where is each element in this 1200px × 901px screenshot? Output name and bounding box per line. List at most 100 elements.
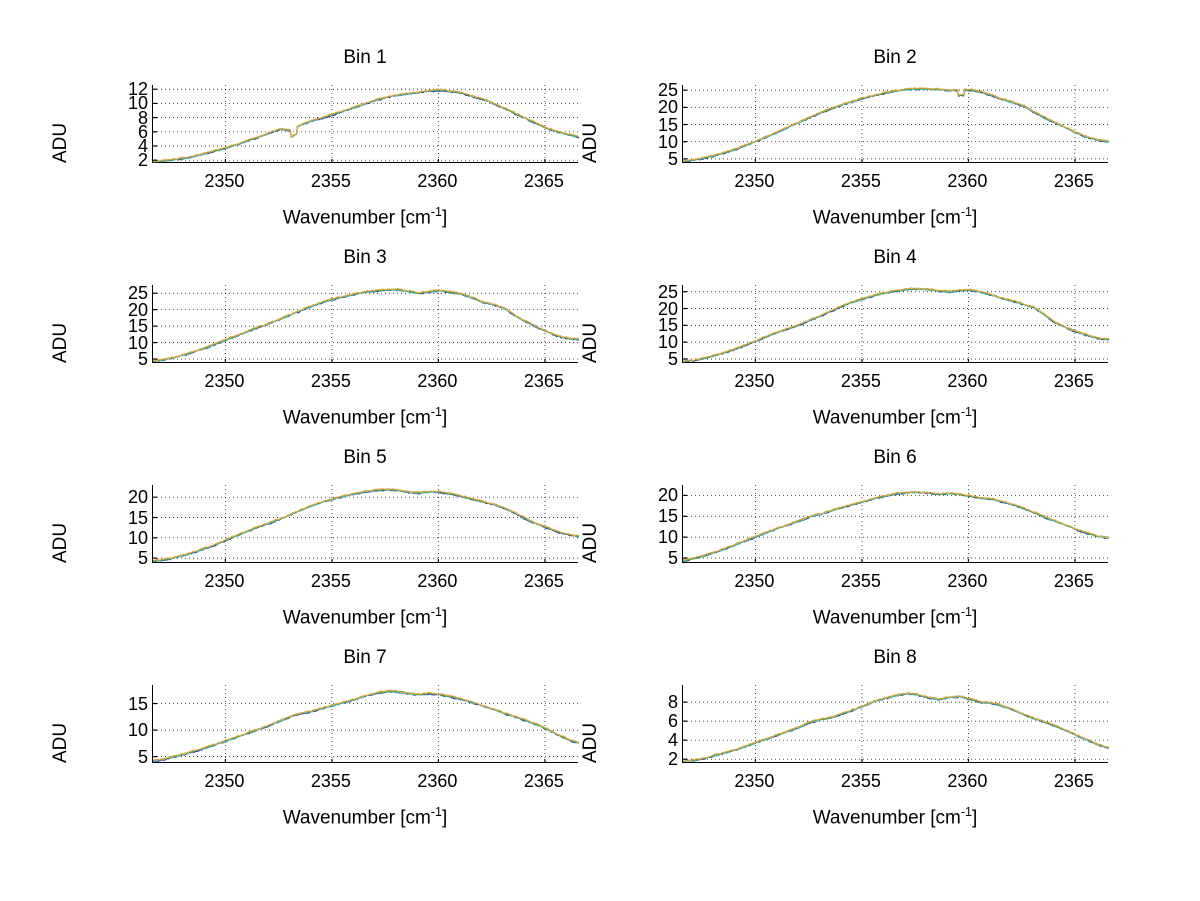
data-trace (152, 488, 580, 562)
plot-area (682, 85, 1110, 163)
x-tick-label: 2350 (204, 771, 245, 791)
data-trace (682, 692, 1110, 762)
y-tick-label: 8 (137, 107, 148, 128)
x-tick-label: 2365 (1053, 171, 1094, 191)
y-axis-label: ADU (50, 322, 71, 363)
y-tick-label: 10 (657, 527, 678, 548)
x-tick-label: 2355 (310, 171, 351, 191)
plot-graphics (152, 285, 580, 363)
x-tick-label: 2355 (840, 171, 881, 191)
x-axis-label-exponent: -1 (960, 405, 973, 419)
x-tick-label: 2365 (523, 571, 564, 591)
subplot-title: Bin 7 (343, 647, 387, 668)
x-tick-label: 2350 (734, 171, 775, 191)
plot-graphics (682, 685, 1110, 763)
x-axis-label-main: Wavenumber [cm (812, 807, 961, 829)
x-tick-label: 2360 (417, 771, 458, 791)
x-tick-label: 2360 (947, 571, 988, 591)
y-tick-label: 15 (127, 316, 148, 337)
x-axis-label: Wavenumber [cm-1] (682, 205, 1108, 229)
x-axis-label-main: Wavenumber [cm (812, 407, 961, 429)
y-tick-label: 2 (667, 749, 678, 770)
x-tick-label: 2350 (734, 371, 775, 391)
x-axis-label-bracket: ] (442, 607, 448, 629)
y-tick-label: 15 (657, 506, 678, 527)
x-axis-label-bracket: ] (442, 407, 448, 429)
x-axis-label-bracket: ] (972, 407, 978, 429)
plot-area (152, 485, 580, 563)
x-tick-label: 2360 (947, 771, 988, 791)
x-axis-label-exponent: -1 (430, 405, 443, 419)
data-trace (152, 287, 580, 362)
data-trace (682, 287, 1110, 363)
x-axis-label-exponent: -1 (960, 605, 973, 619)
data-trace (682, 87, 1110, 162)
data-trace (682, 491, 1110, 561)
data-trace (682, 692, 1110, 762)
y-tick-label: 4 (667, 730, 678, 751)
subplot-bin-8: Bin 8 ADU 2 4 6 8 2350 2355 2360 2365 Wavenumber [… (572, 647, 1128, 845)
x-tick-label: 2355 (840, 371, 881, 391)
plot-area (152, 85, 580, 163)
y-tick-label: 10 (127, 332, 148, 353)
data-trace (152, 691, 580, 763)
subplot-title: Bin 3 (343, 247, 387, 268)
y-tick-label: 6 (667, 711, 678, 732)
y-axis-label: ADU (50, 122, 71, 163)
x-axis-label: Wavenumber [cm-1] (682, 805, 1108, 829)
data-trace (152, 288, 580, 362)
data-trace (682, 287, 1109, 362)
x-tick-label: 2365 (523, 171, 564, 191)
x-tick-label: 2365 (1053, 571, 1094, 591)
subplot-title: Bin 5 (343, 447, 387, 468)
x-tick-label: 2355 (310, 571, 351, 591)
y-tick-label: 15 (127, 693, 148, 714)
x-axis-label-main: Wavenumber [cm (282, 807, 431, 829)
data-trace (152, 90, 580, 163)
x-axis-label-main: Wavenumber [cm (282, 607, 431, 629)
y-tick-label: 20 (127, 299, 148, 320)
x-tick-label: 2355 (840, 571, 881, 591)
x-tick-label: 2350 (204, 171, 245, 191)
x-tick-label: 2360 (947, 371, 988, 391)
data-trace (682, 490, 1109, 561)
plot-area (682, 485, 1110, 563)
data-trace (682, 491, 1110, 562)
x-axis-label-main: Wavenumber [cm (282, 407, 431, 429)
x-tick-label: 2365 (523, 771, 564, 791)
y-axis-label: ADU (580, 122, 601, 163)
y-tick-label: 6 (137, 121, 148, 142)
y-tick-label: 20 (657, 97, 678, 118)
x-tick-label: 2350 (204, 371, 245, 391)
plot-graphics (152, 485, 580, 563)
plot-graphics (682, 285, 1110, 363)
data-trace (152, 488, 580, 562)
x-axis-label: Wavenumber [cm-1] (152, 605, 578, 629)
y-tick-label: 15 (127, 507, 148, 528)
plot-area (682, 685, 1110, 763)
x-axis-label: Wavenumber [cm-1] (152, 205, 578, 229)
y-tick-label: 15 (657, 315, 678, 336)
x-axis-label-main: Wavenumber [cm (812, 607, 961, 629)
y-tick-label: 2 (137, 150, 148, 171)
y-tick-label: 10 (657, 131, 678, 152)
x-tick-label: 2350 (204, 571, 245, 591)
y-tick-label: 20 (127, 487, 148, 508)
plot-graphics (152, 685, 580, 763)
subplot-bin-4: Bin 4 ADU 5 10 15 20 25 2350 2355 2360 2365 Wavenum… (572, 247, 1128, 445)
subplot-bin-6: Bin 6 ADU 5 10 15 20 2350 2355 2360 2365 Wavenumbe… (572, 447, 1128, 645)
data-trace (152, 88, 580, 162)
x-axis-label-exponent: -1 (430, 605, 443, 619)
data-trace (152, 289, 580, 362)
x-axis-label-bracket: ] (972, 607, 978, 629)
y-tick-label: 20 (657, 298, 678, 319)
x-axis-label: Wavenumber [cm-1] (152, 405, 578, 429)
x-tick-label: 2365 (523, 371, 564, 391)
x-axis-label-exponent: -1 (960, 205, 973, 219)
y-axis-label: ADU (580, 722, 601, 763)
y-tick-label: 25 (657, 80, 678, 101)
x-axis-label-bracket: ] (442, 207, 448, 229)
plot-area (682, 285, 1110, 363)
x-axis-label-bracket: ] (442, 807, 448, 829)
subplot-bin-7: Bin 7 ADU 5 10 15 2350 2355 2360 2365 Wavenumber … (42, 647, 598, 845)
